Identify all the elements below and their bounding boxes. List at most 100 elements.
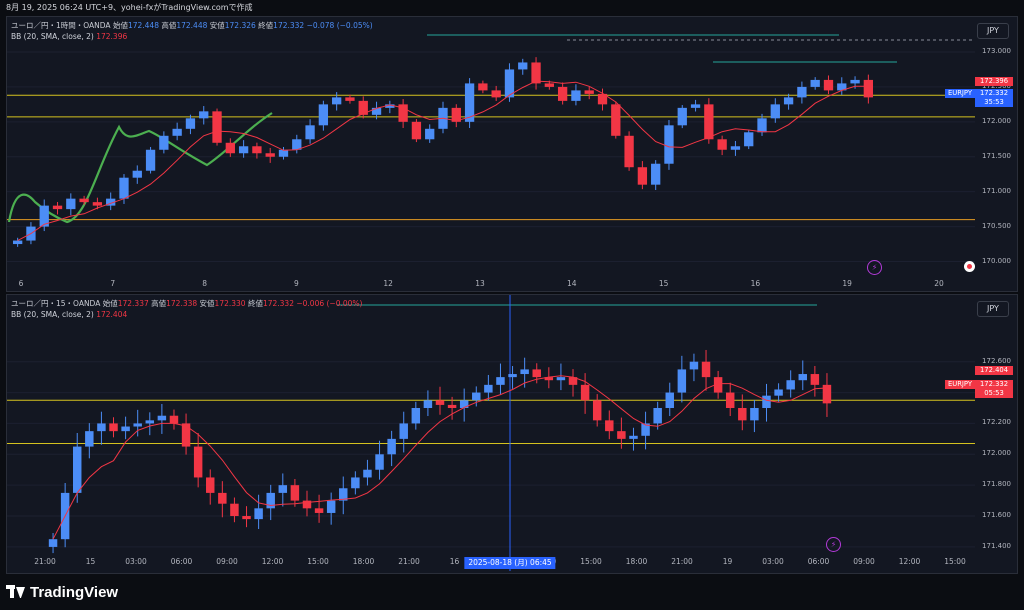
time-tick-label: 15:00: [307, 557, 329, 566]
candle: [72, 446, 82, 493]
candle: [339, 488, 348, 501]
price-tick-label: 172.000: [982, 116, 1011, 125]
candle: [677, 107, 687, 126]
candle: [641, 423, 650, 436]
candle: [571, 90, 581, 101]
close-label: 終値: [247, 299, 263, 308]
candle: [345, 97, 355, 101]
high-label: 高値: [161, 21, 177, 30]
candle: [132, 170, 142, 178]
candle: [185, 118, 196, 129]
tradingview-logo-icon: [6, 585, 26, 599]
candle: [387, 438, 396, 455]
candle: [119, 177, 129, 199]
currency-button[interactable]: JPY: [977, 23, 1009, 39]
candle: [318, 104, 329, 126]
time-tick-label: 03:00: [125, 557, 147, 566]
candle: [484, 384, 493, 393]
hourly-ohlc-legend: ユーロ／円・1時間・OANDA 始値172.448 高値172.448 安値17…: [11, 21, 373, 31]
candle: [738, 408, 747, 421]
candle: [52, 205, 63, 210]
time-tick-label: 15: [85, 557, 96, 566]
candle: [584, 90, 594, 94]
candle: [212, 111, 222, 143]
time-tick-label: 13: [475, 279, 485, 288]
time-tick-label: 06:00: [170, 557, 193, 566]
bar-countdown: 35:53: [975, 98, 1013, 107]
candle: [837, 83, 847, 91]
candle: [783, 97, 794, 105]
price-tick-label: 170.000: [982, 256, 1011, 265]
economic-event-icon[interactable]: [964, 261, 975, 272]
candle: [744, 132, 754, 147]
time-tick-label: 9: [294, 279, 299, 288]
fifteen-minute-chart-pane[interactable]: ユーロ／円・15・OANDA 始値172.337 高値172.338 安値172…: [6, 294, 1018, 574]
candle: [617, 431, 626, 439]
candle: [157, 415, 167, 421]
time-tick-label: 6: [18, 279, 24, 288]
fifteen-minute-chart-canvas[interactable]: [7, 295, 1018, 574]
candle: [305, 125, 315, 140]
time-tick-label: 18:00: [625, 557, 648, 566]
candle: [798, 374, 808, 381]
time-tick-label: 16: [750, 279, 761, 288]
time-tick-label: 12: [383, 279, 393, 288]
candle: [254, 508, 263, 520]
hand-drawn-trend-curve: [7, 112, 273, 224]
candle: [689, 361, 699, 370]
price-tick-label: 171.800: [982, 480, 1011, 489]
time-tick-label: 09:00: [216, 557, 238, 566]
bb-value: 172.396: [96, 32, 128, 41]
candle: [169, 415, 179, 424]
candle: [358, 100, 368, 115]
last-price-tag: 172.332: [975, 89, 1013, 98]
price-tick-label: 171.500: [982, 151, 1011, 160]
time-tick-label: 21:00: [671, 557, 693, 566]
candle: [730, 146, 741, 150]
event-bolt-icon[interactable]: ⚡: [826, 537, 841, 552]
candle: [206, 477, 215, 493]
time-tick-label: 09:00: [853, 557, 875, 566]
candle: [181, 423, 191, 447]
bollinger-basis-line: [17, 80, 869, 242]
candle: [385, 104, 395, 108]
event-bolt-icon[interactable]: ⚡: [867, 260, 882, 275]
bb-indicator-legend[interactable]: BB (20, SMA, close, 2) 172.404: [11, 310, 127, 320]
last-price-tag: 172.332: [975, 380, 1013, 389]
low-label: 安値: [209, 21, 225, 30]
bb-value: 172.404: [96, 310, 128, 319]
candle: [230, 503, 239, 517]
candle: [371, 107, 382, 115]
candle: [238, 146, 249, 154]
time-tick-label: 14: [567, 279, 577, 288]
high-label: 高値: [151, 299, 167, 308]
candle: [863, 79, 874, 98]
time-tick-label: 8: [202, 279, 207, 288]
hourly-chart-pane[interactable]: ユーロ／円・1時間・OANDA 始値172.448 高値172.448 安値17…: [6, 16, 1018, 292]
low-value: 172.326: [224, 21, 256, 30]
high-value: 172.338: [166, 299, 198, 308]
fifteen-ohlc-legend: ユーロ／円・15・OANDA 始値172.337 高値172.338 安値172…: [11, 299, 362, 309]
candle: [326, 500, 336, 513]
price-tick-label: 171.000: [982, 186, 1011, 195]
candle: [278, 485, 288, 493]
candle: [677, 369, 687, 393]
candle: [172, 128, 182, 136]
candle: [133, 423, 142, 427]
candle: [725, 392, 735, 408]
candle: [713, 377, 723, 393]
candle: [302, 500, 312, 509]
candle: [199, 111, 209, 119]
hourly-chart-canvas[interactable]: [7, 17, 1018, 292]
time-tick-label: 06:00: [807, 557, 830, 566]
currency-button[interactable]: JPY: [977, 301, 1009, 317]
candle: [592, 400, 602, 421]
close-value: 172.332: [273, 21, 305, 30]
open-label: 始値: [102, 299, 118, 308]
candle: [399, 423, 408, 439]
time-tick-label: 15:00: [580, 557, 602, 566]
candle: [265, 153, 275, 157]
candle: [106, 198, 116, 206]
tradingview-brand[interactable]: TradingView: [6, 580, 118, 604]
bb-indicator-legend[interactable]: BB (20, SMA, close, 2) 172.396: [11, 32, 127, 42]
